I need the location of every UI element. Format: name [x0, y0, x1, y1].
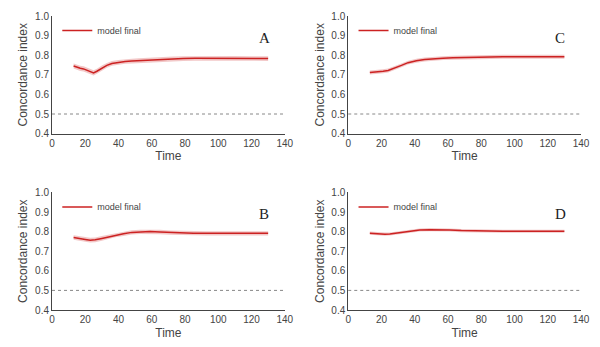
svg-text:100: 100 [210, 138, 227, 149]
svg-text:80: 80 [179, 314, 191, 325]
svg-text:Concordance index: Concordance index [313, 23, 327, 126]
svg-text:0.9: 0.9 [35, 30, 49, 41]
svg-text:20: 20 [376, 138, 388, 149]
svg-text:A: A [259, 30, 270, 46]
svg-text:Time: Time [452, 149, 479, 163]
svg-text:0.7: 0.7 [331, 246, 345, 257]
svg-text:100: 100 [506, 314, 523, 325]
svg-text:0.8: 0.8 [331, 226, 345, 237]
svg-text:60: 60 [146, 138, 158, 149]
svg-text:0.4: 0.4 [331, 305, 345, 316]
svg-text:80: 80 [179, 138, 191, 149]
svg-text:Time: Time [452, 326, 479, 340]
svg-text:1.0: 1.0 [35, 187, 49, 198]
svg-text:20: 20 [80, 138, 92, 149]
svg-text:140: 140 [276, 314, 293, 325]
svg-text:0.8: 0.8 [35, 50, 49, 61]
svg-text:80: 80 [476, 314, 488, 325]
svg-text:B: B [259, 206, 269, 222]
svg-text:140: 140 [276, 138, 293, 149]
svg-text:0.5: 0.5 [331, 109, 345, 120]
svg-text:0.4: 0.4 [35, 128, 49, 139]
svg-text:60: 60 [146, 314, 158, 325]
svg-text:120: 120 [539, 314, 556, 325]
svg-text:1.0: 1.0 [35, 11, 49, 22]
svg-text:0.6: 0.6 [35, 89, 49, 100]
svg-text:C: C [555, 30, 565, 46]
svg-text:40: 40 [113, 138, 125, 149]
svg-text:140: 140 [573, 314, 590, 325]
svg-text:0.6: 0.6 [331, 89, 345, 100]
svg-text:60: 60 [442, 314, 454, 325]
svg-text:100: 100 [506, 138, 523, 149]
svg-text:0.7: 0.7 [331, 69, 345, 80]
svg-text:Concordance index: Concordance index [16, 199, 30, 302]
svg-text:120: 120 [243, 314, 260, 325]
svg-text:40: 40 [409, 138, 421, 149]
svg-text:1.0: 1.0 [331, 187, 345, 198]
svg-text:0: 0 [49, 138, 55, 149]
svg-text:0.7: 0.7 [35, 246, 49, 257]
svg-text:0: 0 [49, 314, 55, 325]
svg-text:0.9: 0.9 [35, 207, 49, 218]
svg-text:0.6: 0.6 [331, 265, 345, 276]
svg-text:80: 80 [476, 138, 488, 149]
svg-text:1.0: 1.0 [331, 11, 345, 22]
svg-text:120: 120 [539, 138, 556, 149]
svg-text:40: 40 [113, 314, 125, 325]
svg-text:0.4: 0.4 [35, 305, 49, 316]
svg-text:120: 120 [243, 138, 260, 149]
svg-text:0: 0 [345, 138, 351, 149]
svg-text:model final: model final [97, 202, 141, 212]
svg-text:model final: model final [97, 26, 141, 36]
svg-text:model final: model final [394, 202, 438, 212]
svg-text:0.8: 0.8 [35, 226, 49, 237]
svg-text:140: 140 [573, 138, 590, 149]
svg-text:Time: Time [155, 326, 182, 340]
svg-text:0.5: 0.5 [35, 285, 49, 296]
svg-text:0: 0 [345, 314, 351, 325]
svg-text:0.9: 0.9 [331, 30, 345, 41]
svg-text:0.9: 0.9 [331, 207, 345, 218]
svg-text:0.5: 0.5 [331, 285, 345, 296]
svg-text:model final: model final [394, 26, 438, 36]
svg-text:D: D [555, 206, 566, 222]
svg-text:0.5: 0.5 [35, 109, 49, 120]
svg-text:0.8: 0.8 [331, 50, 345, 61]
svg-text:0.6: 0.6 [35, 265, 49, 276]
svg-text:Concordance index: Concordance index [313, 199, 327, 302]
svg-text:20: 20 [376, 314, 388, 325]
svg-text:40: 40 [409, 314, 421, 325]
svg-text:100: 100 [210, 314, 227, 325]
svg-text:0.7: 0.7 [35, 69, 49, 80]
svg-text:0.4: 0.4 [331, 128, 345, 139]
svg-text:60: 60 [442, 138, 454, 149]
svg-text:Time: Time [155, 149, 182, 163]
svg-text:Concordance index: Concordance index [16, 23, 30, 126]
svg-text:20: 20 [80, 314, 92, 325]
